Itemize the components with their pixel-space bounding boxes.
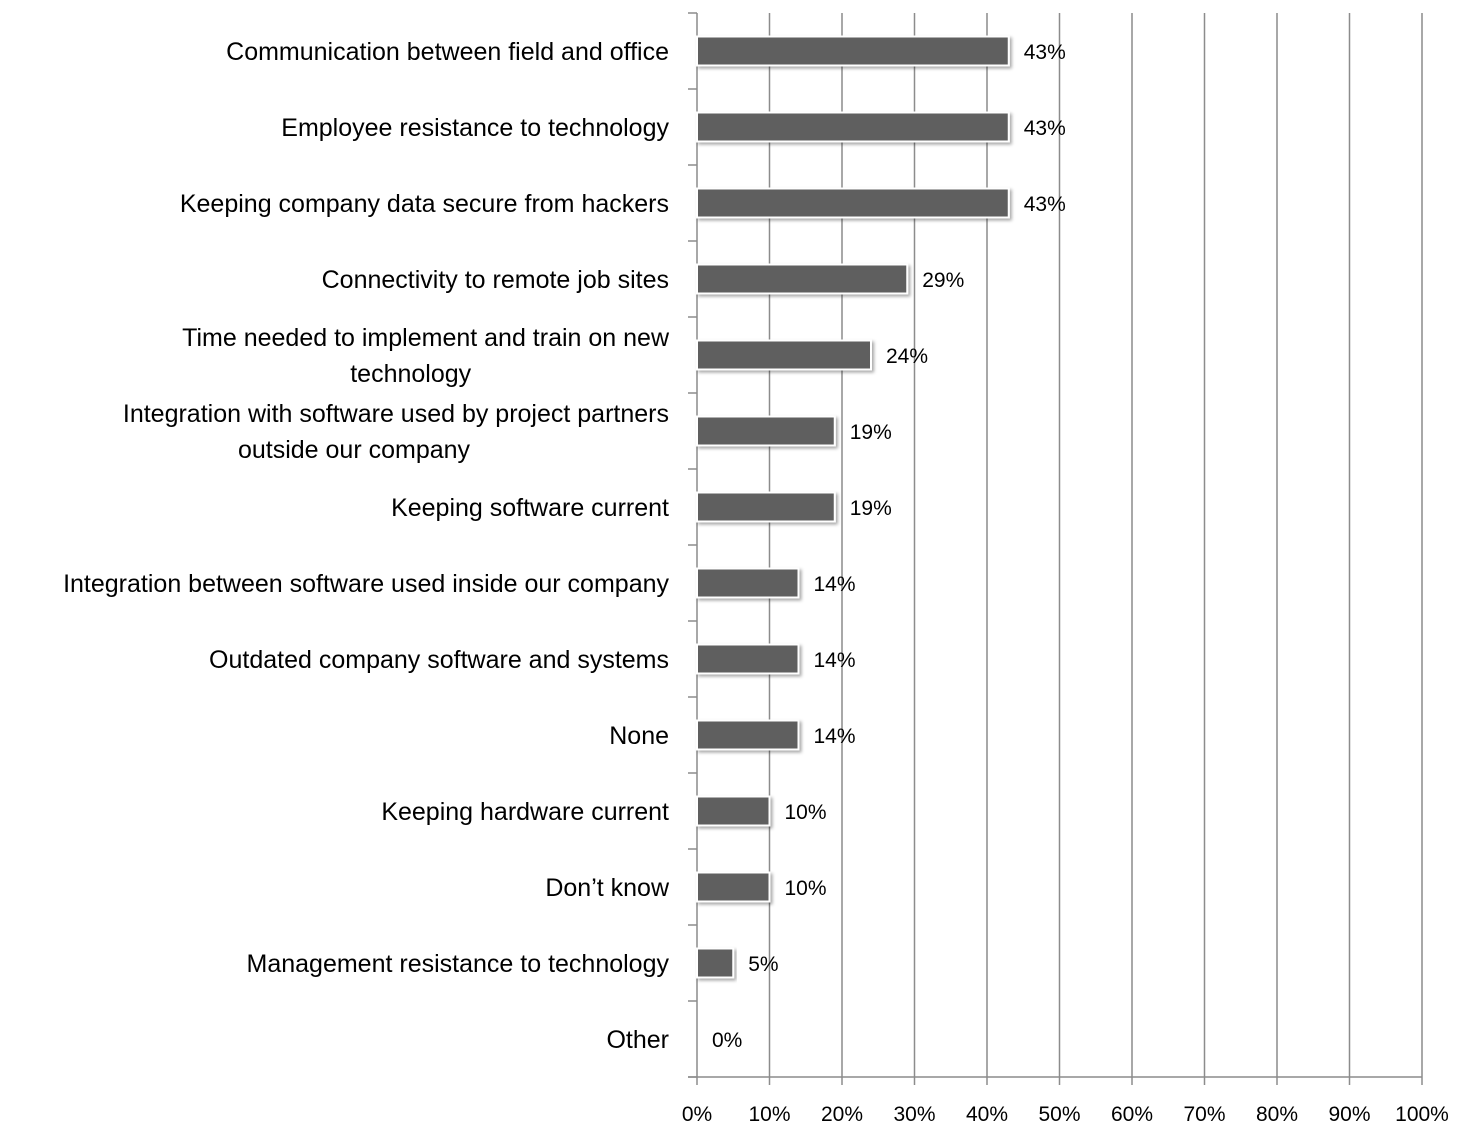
category-label: Outdated company software and systems (209, 646, 669, 674)
category-label: Don’t know (545, 874, 670, 902)
data-label: 19% (850, 497, 892, 520)
x-tick-label: 70% (1183, 1103, 1225, 1125)
bar (696, 719, 800, 751)
data-label: 43% (1024, 41, 1066, 64)
category-label: Integration between software used inside… (63, 570, 669, 598)
bar (696, 643, 800, 675)
x-tick-label: 0% (682, 1103, 712, 1125)
data-label: 24% (886, 345, 928, 368)
x-tick-label: 30% (893, 1103, 935, 1125)
category-label: technology (350, 360, 471, 388)
x-tick-label: 60% (1111, 1103, 1153, 1125)
bar (696, 871, 771, 903)
data-label: 5% (748, 953, 778, 976)
category-label: outside our company (238, 436, 471, 464)
category-label: Management resistance to technology (247, 950, 670, 978)
category-label: Employee resistance to technology (281, 114, 669, 142)
data-label: 43% (1024, 117, 1066, 140)
data-label: 10% (785, 877, 827, 900)
x-tick-label: 40% (966, 1103, 1008, 1125)
x-axis-tick-labels: 0% 10% 20% 30% 40% 50% 60% 70% 80% 90% 100% (682, 1103, 1449, 1125)
x-tick-label: 90% (1328, 1103, 1370, 1125)
category-label: Keeping company data secure from hackers (180, 190, 669, 218)
x-tick-label: 80% (1256, 1103, 1298, 1125)
x-tick-label: 100% (1395, 1103, 1449, 1125)
bar (696, 947, 735, 979)
category-label: Keeping software current (391, 494, 669, 522)
data-label: 14% (814, 725, 856, 748)
category-label: Communication between field and office (226, 38, 669, 66)
category-label: Keeping hardware current (381, 798, 669, 826)
category-axis (688, 12, 1423, 1085)
data-label: 10% (785, 801, 827, 824)
bar (696, 111, 1010, 143)
category-label: Other (606, 1026, 669, 1054)
category-labels: Communication between field and office Em… (63, 38, 670, 1054)
bars (696, 35, 1010, 979)
category-label: None (609, 722, 669, 750)
gridlines (768, 13, 1423, 1077)
data-label: 43% (1024, 193, 1066, 216)
data-label: 0% (712, 1029, 742, 1052)
data-label: 14% (814, 573, 856, 596)
bar (696, 263, 909, 295)
data-labels: 43% 43% 43% 29% 24% 19% 19% 14% 14% 14% 10% 10% 5% 0% (712, 41, 1066, 1052)
category-label: Connectivity to remote job sites (322, 266, 669, 294)
category-label: Integration with software used by projec… (123, 400, 669, 428)
bar (696, 795, 771, 827)
data-label: 14% (814, 649, 856, 672)
bar (696, 491, 836, 523)
data-label: 29% (922, 269, 964, 292)
x-tick-label: 20% (821, 1103, 863, 1125)
bar (696, 567, 800, 599)
bar (696, 415, 836, 447)
bar (696, 35, 1010, 67)
x-tick-label: 10% (748, 1103, 790, 1125)
data-label: 19% (850, 421, 892, 444)
bar (696, 187, 1010, 219)
category-label: Time needed to implement and train on ne… (182, 324, 670, 352)
bar (696, 339, 872, 371)
x-tick-label: 50% (1038, 1103, 1080, 1125)
